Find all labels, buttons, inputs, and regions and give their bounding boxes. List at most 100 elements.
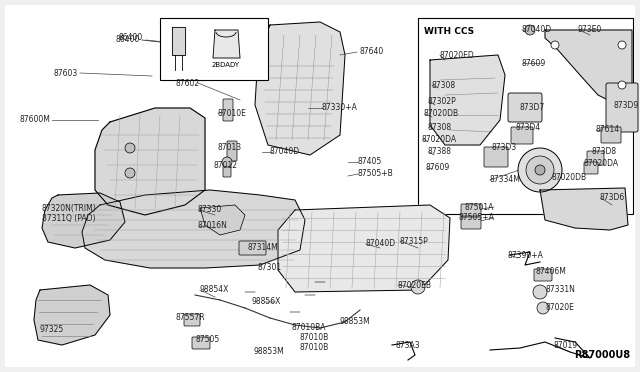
Circle shape <box>222 157 232 167</box>
Text: 87010E: 87010E <box>218 109 247 118</box>
Text: 87505+B: 87505+B <box>358 170 394 179</box>
Circle shape <box>533 285 547 299</box>
Text: 873D4: 873D4 <box>516 124 541 132</box>
Text: 87020E: 87020E <box>546 302 575 311</box>
Text: 87614: 87614 <box>595 125 619 135</box>
Text: 98853M: 98853M <box>254 347 285 356</box>
Text: 87040D: 87040D <box>270 148 300 157</box>
Text: 98853M: 98853M <box>340 317 371 327</box>
Text: 87388: 87388 <box>428 148 452 157</box>
Text: 87019: 87019 <box>554 340 578 350</box>
Text: 87603: 87603 <box>54 68 78 77</box>
Circle shape <box>618 81 626 89</box>
Text: 87330: 87330 <box>198 205 222 215</box>
Text: 98854X: 98854X <box>200 285 229 295</box>
Text: R87000U8: R87000U8 <box>574 350 630 360</box>
Text: 873D9: 873D9 <box>614 100 639 109</box>
Polygon shape <box>278 205 450 292</box>
Circle shape <box>411 280 425 294</box>
Text: 873D6: 873D6 <box>600 193 625 202</box>
Polygon shape <box>95 108 205 215</box>
Text: 86400: 86400 <box>116 35 140 45</box>
FancyBboxPatch shape <box>601 127 621 143</box>
Text: 87311Q (PAD): 87311Q (PAD) <box>42 214 95 222</box>
Bar <box>160 18 268 80</box>
Text: 97325: 97325 <box>40 326 64 334</box>
Circle shape <box>125 168 135 178</box>
Circle shape <box>535 165 545 175</box>
Text: 87020DB: 87020DB <box>551 173 586 183</box>
FancyBboxPatch shape <box>227 141 237 161</box>
Text: 87501A: 87501A <box>465 202 494 212</box>
Polygon shape <box>34 285 110 345</box>
Polygon shape <box>42 193 125 248</box>
FancyBboxPatch shape <box>223 99 233 121</box>
Text: 873D3: 873D3 <box>492 144 517 153</box>
FancyBboxPatch shape <box>461 204 481 216</box>
Polygon shape <box>430 55 505 145</box>
Text: 87314M: 87314M <box>248 244 279 253</box>
Text: 87020ED: 87020ED <box>440 51 475 60</box>
FancyBboxPatch shape <box>484 147 508 167</box>
FancyBboxPatch shape <box>534 269 552 281</box>
Polygon shape <box>545 30 632 102</box>
Text: 87020DB: 87020DB <box>424 109 459 119</box>
Text: 87010B: 87010B <box>300 343 329 353</box>
Circle shape <box>526 156 554 184</box>
Text: 87405: 87405 <box>358 157 382 167</box>
Text: 87020DA: 87020DA <box>422 135 457 144</box>
Text: 87301: 87301 <box>258 263 282 273</box>
FancyBboxPatch shape <box>192 337 210 349</box>
Text: 87302P: 87302P <box>428 97 457 106</box>
Circle shape <box>618 41 626 49</box>
FancyBboxPatch shape <box>461 217 481 229</box>
Text: 87505+A: 87505+A <box>458 214 494 222</box>
Text: 873D8: 873D8 <box>591 148 616 157</box>
Circle shape <box>537 302 549 314</box>
Text: 87010B: 87010B <box>300 334 329 343</box>
Text: 87505: 87505 <box>196 336 220 344</box>
Text: 86400: 86400 <box>119 33 143 42</box>
Text: 87609: 87609 <box>521 58 545 67</box>
Text: 87020DA: 87020DA <box>584 158 619 167</box>
Text: 87040D: 87040D <box>366 240 396 248</box>
Text: WITH CCS: WITH CCS <box>424 28 474 36</box>
Text: 87308: 87308 <box>432 80 456 90</box>
Text: 973E0: 973E0 <box>578 26 602 35</box>
FancyBboxPatch shape <box>239 241 266 255</box>
Polygon shape <box>172 27 185 55</box>
Text: 87640: 87640 <box>360 48 384 57</box>
FancyBboxPatch shape <box>508 93 542 122</box>
Text: 87600M: 87600M <box>19 115 50 125</box>
FancyBboxPatch shape <box>184 314 200 326</box>
Text: 87040D: 87040D <box>521 26 551 35</box>
Bar <box>418 18 633 214</box>
Polygon shape <box>82 190 305 268</box>
Circle shape <box>125 143 135 153</box>
FancyBboxPatch shape <box>606 83 638 132</box>
Text: 87016N: 87016N <box>198 221 228 231</box>
FancyBboxPatch shape <box>223 161 231 177</box>
FancyBboxPatch shape <box>511 127 533 144</box>
Text: 87406M: 87406M <box>536 267 567 276</box>
Text: 87609: 87609 <box>426 164 451 173</box>
Text: 873D7: 873D7 <box>519 103 544 112</box>
Text: 87331N: 87331N <box>546 285 576 295</box>
Polygon shape <box>200 205 245 235</box>
Text: 98856X: 98856X <box>252 298 282 307</box>
Polygon shape <box>255 22 345 155</box>
Text: 2BDADY: 2BDADY <box>212 62 240 68</box>
Text: 87330+A: 87330+A <box>322 103 358 112</box>
Text: 87602: 87602 <box>176 78 200 87</box>
Text: 87010BA: 87010BA <box>292 324 326 333</box>
Text: 87557R: 87557R <box>176 312 205 321</box>
Circle shape <box>518 148 562 192</box>
Text: 87308: 87308 <box>428 122 452 131</box>
Circle shape <box>551 41 559 49</box>
Text: 87320N(TRIM): 87320N(TRIM) <box>42 203 97 212</box>
Circle shape <box>525 25 535 35</box>
Text: 87012: 87012 <box>213 160 237 170</box>
FancyBboxPatch shape <box>587 151 604 165</box>
Text: 87020EB: 87020EB <box>397 280 431 289</box>
Polygon shape <box>213 30 240 58</box>
